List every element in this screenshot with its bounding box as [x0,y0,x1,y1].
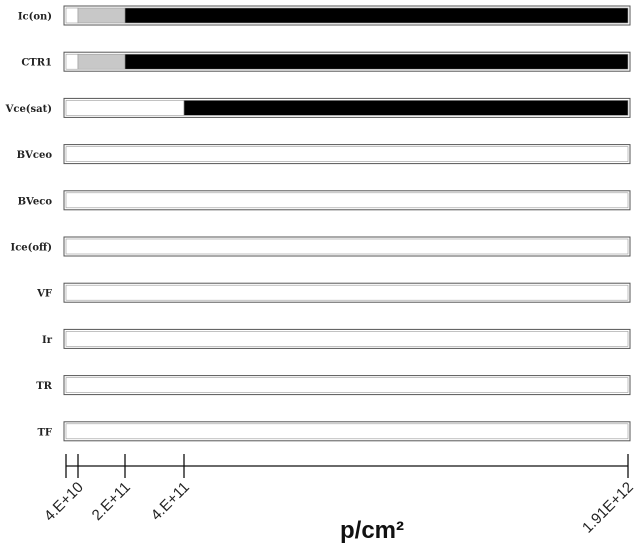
bar-segment-pass [65,284,629,301]
chart-row: Ice(off) [11,236,631,257]
chart-row: Ic(on) [18,5,631,26]
chart-row: VF [36,282,631,303]
bar-segment-marginal [77,7,126,24]
x-tick-label: 2.E+11 [89,479,134,524]
row-label: Ice(off) [11,243,52,254]
bar-segment-pass [65,146,629,162]
bar-segment-pass [65,7,79,24]
rows-layer: Ic(on) CTR1 Vce(sat) BVceo BVeco Ice(off) VF Ir… [5,5,631,442]
bar-segment-pass [65,331,629,347]
row-label: Vce(sat) [5,104,52,115]
x-tick-label: 4.E+11 [148,479,193,524]
bar-segment-pass [65,423,629,440]
chart-row: Ir [42,328,631,349]
row-label: Ic(on) [18,12,52,23]
x-axis-title: p/cm² [340,517,404,544]
x-tick-label: 1.91E+12 [579,479,636,537]
row-label: BVceo [17,150,53,161]
x-axis: 4.E+10 2.E+11 4.E+11 1.91E+12 [41,454,636,537]
chart-row: Vce(sat) [5,97,631,118]
bar-segment-fail [124,53,629,70]
bar-segment-pass [65,100,185,116]
row-label: BVeco [18,196,53,207]
row-label: TF [37,427,52,438]
bar-segment-marginal [77,53,126,70]
chart-row: TR [36,375,631,396]
bar-segment-pass [65,53,79,70]
bar-segment-pass [65,377,629,393]
chart-row: BVeco [18,190,631,211]
row-label: CTR1 [21,58,52,69]
bar-segment-fail [124,7,629,24]
bar-segment-fail [183,100,629,116]
row-label: Ir [42,335,53,346]
row-label: VF [36,289,52,300]
chart-row: TF [37,421,631,442]
chart-row: CTR1 [21,51,631,72]
chart-row: BVceo [17,144,631,165]
row-label: TR [36,381,52,392]
x-tick-label: 4.E+10 [41,479,87,525]
bar-segment-pass [65,192,629,209]
bar-segment-pass [65,238,629,255]
